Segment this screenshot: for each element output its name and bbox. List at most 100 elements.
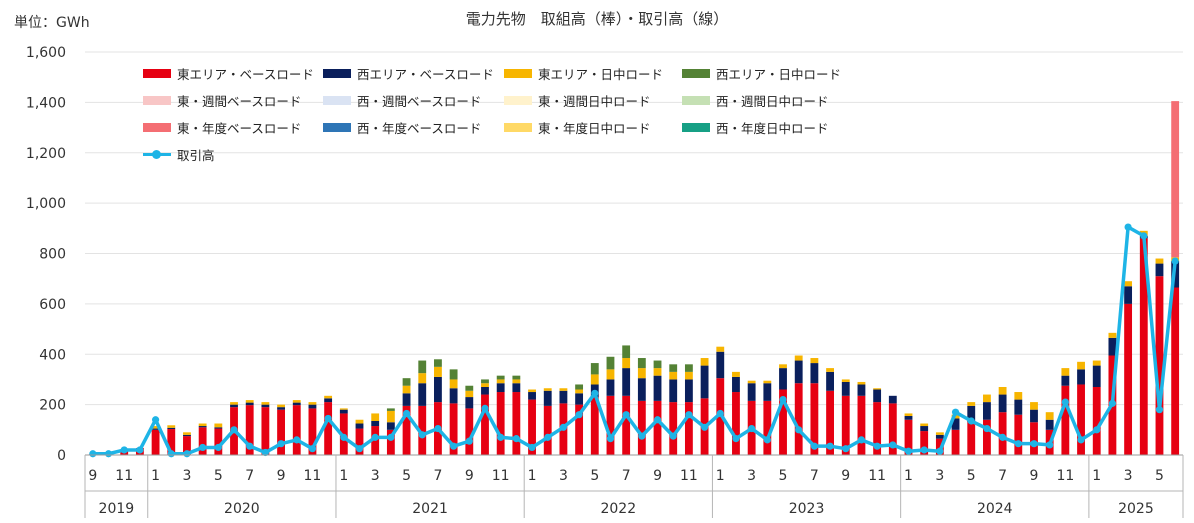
bar-segment bbox=[324, 395, 333, 399]
volume-point bbox=[779, 395, 787, 404]
volume-point bbox=[199, 443, 207, 452]
volume-point bbox=[89, 450, 97, 458]
bar-segment bbox=[402, 378, 411, 386]
bar-segment bbox=[873, 402, 882, 455]
bar-segment bbox=[1045, 412, 1054, 420]
bar-segment bbox=[637, 358, 646, 369]
bar-segment bbox=[1155, 276, 1164, 455]
volume-point bbox=[920, 446, 928, 454]
volume-point bbox=[340, 433, 348, 441]
bar-segment bbox=[1155, 258, 1164, 264]
bar-segment bbox=[826, 390, 834, 455]
legend-item: 西・年度ベースロード bbox=[323, 118, 481, 137]
volume-point bbox=[1171, 257, 1179, 265]
legend-label: 西・週間ベースロード bbox=[357, 94, 482, 109]
bar-segment bbox=[1092, 360, 1101, 366]
volume-point bbox=[1030, 440, 1038, 448]
volume-point bbox=[402, 409, 411, 418]
bar-segment bbox=[449, 379, 458, 389]
bar-segment bbox=[967, 422, 976, 455]
volume-point bbox=[904, 447, 913, 455]
bar-segment bbox=[559, 388, 568, 391]
legend-swatch bbox=[682, 96, 710, 105]
bar-segment bbox=[434, 376, 442, 403]
x-tick-label: 1 bbox=[904, 468, 913, 484]
bar-segment bbox=[1108, 332, 1117, 338]
x-tick-label: 5 bbox=[967, 468, 976, 484]
bar-segment bbox=[402, 385, 411, 394]
bar-segment bbox=[935, 434, 944, 439]
volume-point bbox=[575, 411, 583, 419]
bar-segment bbox=[355, 419, 364, 424]
volume-point bbox=[999, 433, 1007, 441]
bar-segment bbox=[151, 426, 160, 429]
volume-point bbox=[1061, 398, 1069, 406]
volume-point bbox=[606, 435, 615, 443]
bar-segment bbox=[826, 371, 834, 391]
bar-segment bbox=[496, 392, 505, 455]
chart-title: 電力先物 取組高（棒）・取引高（線） bbox=[465, 10, 729, 28]
bar-segment bbox=[324, 398, 333, 403]
volume-point bbox=[795, 426, 803, 434]
bar-segment bbox=[1124, 281, 1133, 287]
legend-swatch bbox=[323, 69, 351, 78]
bar-segment bbox=[763, 400, 772, 455]
x-tick-label: 9 bbox=[277, 468, 286, 484]
volume-point bbox=[104, 450, 113, 458]
bar-segment bbox=[261, 402, 270, 405]
bar-segment bbox=[606, 356, 615, 370]
volume-point bbox=[653, 416, 662, 424]
legend-label: 西エリア・日中ロード bbox=[716, 67, 842, 82]
volume-point bbox=[355, 445, 364, 453]
x-tick-label: 5 bbox=[1155, 468, 1164, 484]
year-label: 2024 bbox=[977, 501, 1013, 517]
year-label: 2020 bbox=[224, 501, 260, 517]
bar-segment bbox=[339, 408, 348, 410]
bar-segment bbox=[684, 379, 693, 403]
bar-segment bbox=[308, 402, 317, 405]
bar-segment bbox=[1139, 238, 1148, 455]
bar-segment bbox=[653, 400, 662, 455]
volume-point bbox=[434, 424, 442, 433]
y-tick-label: 200 bbox=[39, 398, 66, 414]
bar-segment bbox=[653, 368, 662, 376]
bar-segment bbox=[967, 402, 976, 406]
volume-point bbox=[936, 447, 944, 455]
x-tick-label: 1 bbox=[151, 468, 160, 484]
bar-segment bbox=[606, 369, 615, 380]
bar-segment bbox=[1155, 263, 1164, 277]
bar-segment bbox=[292, 402, 301, 406]
y-tick-label: 800 bbox=[39, 247, 66, 263]
bar-segment bbox=[1124, 286, 1133, 304]
volume-point bbox=[889, 441, 897, 449]
volume-point bbox=[638, 432, 646, 440]
bar-segment bbox=[528, 392, 536, 400]
legend-swatch bbox=[143, 150, 171, 159]
bar-segment bbox=[214, 428, 223, 455]
x-tick-label: 1 bbox=[716, 468, 725, 484]
bar-segment bbox=[622, 395, 631, 455]
bar-segment bbox=[355, 423, 364, 429]
bar-segment bbox=[151, 429, 160, 455]
bar-segment bbox=[261, 404, 270, 408]
bar-segment bbox=[794, 355, 803, 361]
bar-segment bbox=[1077, 369, 1085, 385]
bar-segment bbox=[481, 394, 489, 455]
x-tick-label: 11 bbox=[680, 468, 698, 484]
x-tick-label: 9 bbox=[88, 468, 97, 484]
bar-segment bbox=[543, 390, 552, 406]
bar-segment bbox=[496, 375, 505, 380]
unit-label: 単位：GWh bbox=[14, 15, 90, 31]
bar-segment bbox=[292, 400, 301, 403]
bar-segment bbox=[1014, 399, 1023, 415]
year-label: 2025 bbox=[1118, 501, 1154, 517]
volume-point bbox=[591, 389, 599, 397]
volume-point bbox=[293, 436, 301, 444]
bar-segment bbox=[481, 383, 489, 387]
bar-segment bbox=[465, 397, 474, 409]
legend-item: 西・週間日中ロード bbox=[682, 91, 829, 110]
bar-segment bbox=[810, 363, 819, 384]
volume-point bbox=[951, 408, 960, 416]
bar-segment bbox=[402, 405, 411, 455]
